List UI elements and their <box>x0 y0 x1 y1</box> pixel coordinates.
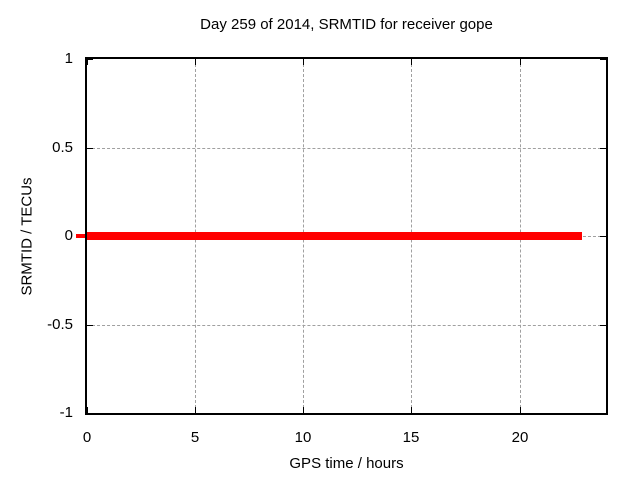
x-tick-label: 10 <box>294 429 312 446</box>
y-tick-mark <box>600 325 606 326</box>
x-axis-label: GPS time / hours <box>289 455 404 472</box>
y-tick-mark <box>87 148 93 149</box>
series-line-start-cap <box>76 234 85 238</box>
y-tick-label: 1 <box>64 50 73 67</box>
x-tick-mark <box>195 59 196 65</box>
x-tick-label: 0 <box>82 429 92 446</box>
y-tick-label: -1 <box>59 404 73 421</box>
gridline-horizontal <box>87 325 606 326</box>
x-tick-mark <box>303 407 304 413</box>
x-tick-label: 20 <box>511 429 529 446</box>
series-line <box>87 232 582 240</box>
y-tick-mark <box>87 413 93 414</box>
y-tick-mark <box>600 59 606 60</box>
x-tick-mark <box>411 407 412 413</box>
x-tick-label: 15 <box>402 429 420 446</box>
y-tick-mark <box>600 236 606 237</box>
y-tick-mark <box>600 148 606 149</box>
x-tick-mark <box>87 59 88 65</box>
y-tick-label: 0 <box>64 227 73 244</box>
y-tick-label: -0.5 <box>47 316 73 333</box>
y-tick-label: 0.5 <box>52 139 73 156</box>
y-tick-mark <box>87 59 93 60</box>
x-tick-mark <box>195 407 196 413</box>
plot-area <box>76 57 608 415</box>
x-tick-mark <box>520 59 521 65</box>
x-tick-mark <box>87 407 88 413</box>
x-tick-mark <box>411 59 412 65</box>
chart-title: Day 259 of 2014, SRMTID for receiver gop… <box>200 16 493 33</box>
x-tick-mark <box>520 407 521 413</box>
y-tick-mark <box>87 325 93 326</box>
x-tick-mark <box>303 59 304 65</box>
x-tick-label: 5 <box>190 429 200 446</box>
gridline-horizontal <box>87 148 606 149</box>
y-tick-mark <box>600 413 606 414</box>
